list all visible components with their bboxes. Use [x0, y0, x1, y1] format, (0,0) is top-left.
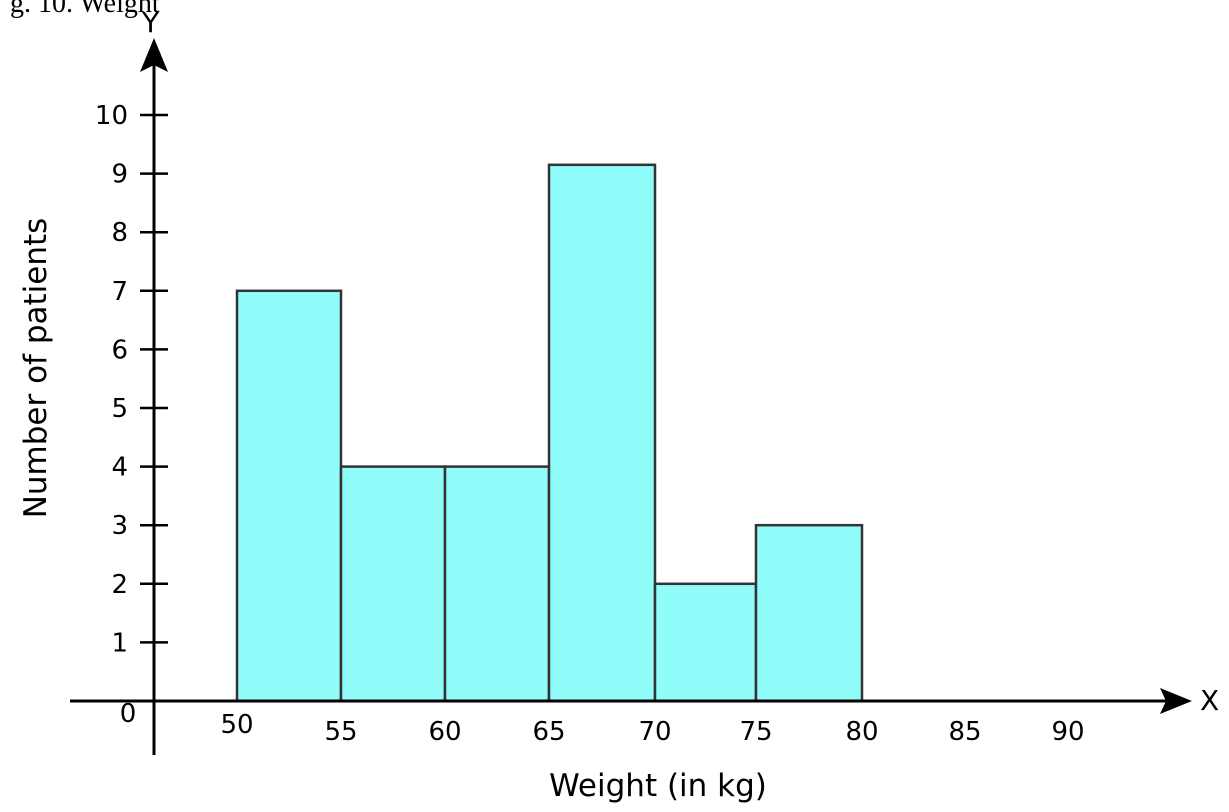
- x-tick-label-60: 60: [428, 717, 461, 747]
- origin-label: 0: [120, 699, 137, 729]
- bar-55-60: [339, 465, 447, 703]
- y-tick-label-1: 1: [111, 628, 128, 658]
- y-tick-label-10: 10: [95, 101, 128, 131]
- y-axis-letter: Y: [141, 6, 160, 39]
- y-tick-label-4: 4: [111, 453, 128, 483]
- x-axis-letter: X: [1200, 684, 1219, 717]
- y-tick-label-8: 8: [111, 218, 128, 248]
- y-tick-label-2: 2: [111, 570, 128, 600]
- x-tick-label-75: 75: [739, 717, 772, 747]
- x-axis-title: Weight (in kg): [549, 768, 767, 804]
- bar-75-80: [754, 523, 864, 703]
- bar-65-70: [547, 163, 657, 703]
- x-tick-label-85: 85: [948, 717, 981, 747]
- x-axis-arrowhead: [1160, 688, 1192, 714]
- x-tick-label-90: 90: [1051, 717, 1084, 747]
- bars-group: [235, 163, 864, 703]
- bar-60-65: [443, 465, 551, 703]
- cropped-header-text: g. 10. Weight: [10, 0, 160, 19]
- x-tick-label-80: 80: [845, 717, 878, 747]
- y-tick-label-6: 6: [111, 335, 128, 365]
- y-tick-label-7: 7: [111, 277, 128, 307]
- ticks-group: 1 2 3 4 5 6 7 8 9 10 50 55 60 65 70 75 80 85 90: [95, 101, 1085, 747]
- x-tick-label-65: 65: [532, 717, 565, 747]
- bar-70-75: [653, 582, 758, 703]
- bar-50-55: [235, 289, 343, 703]
- y-tick-label-9: 9: [111, 160, 128, 190]
- y-tick-label-3: 3: [111, 511, 128, 541]
- y-axis-arrowhead: [140, 38, 168, 72]
- labels-group: Weight (in kg) Number of patients X Y 0: [18, 6, 1219, 804]
- x-tick-label-55: 55: [324, 717, 357, 747]
- y-axis-title: Number of patients: [18, 218, 54, 519]
- y-tick-label-5: 5: [111, 394, 128, 424]
- x-tick-label-50: 50: [220, 710, 253, 740]
- x-tick-label-70: 70: [638, 717, 671, 747]
